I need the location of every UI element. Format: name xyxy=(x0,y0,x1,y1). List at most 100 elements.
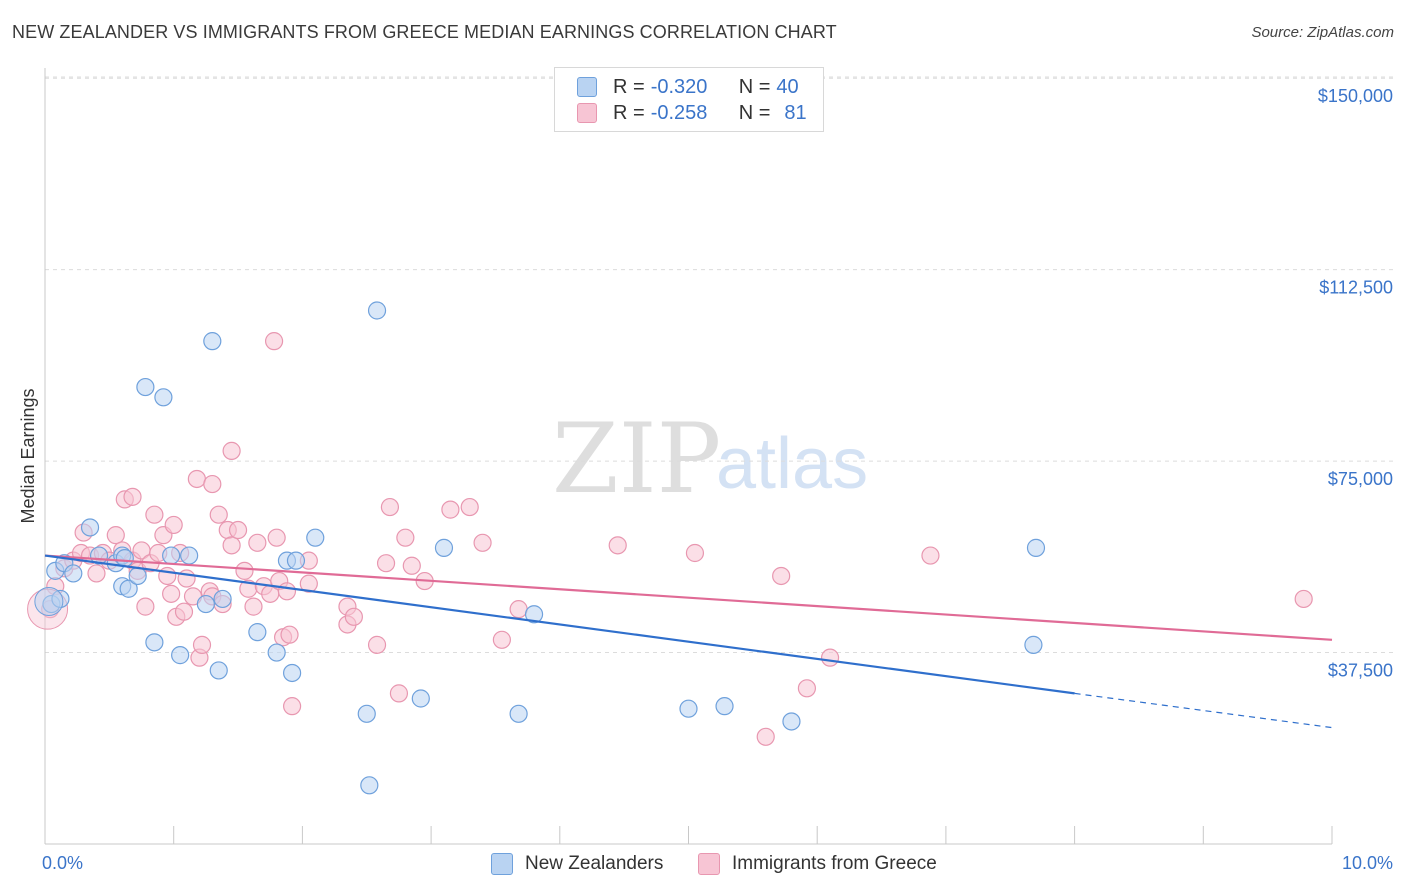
data-point-new-zealanders xyxy=(171,646,190,665)
data-point-greece xyxy=(608,536,627,555)
data-point-greece xyxy=(299,574,318,593)
trendlines xyxy=(44,554,1333,729)
data-point-new-zealanders xyxy=(213,589,232,609)
data-point-greece xyxy=(402,556,421,575)
data-point-greece xyxy=(244,597,263,616)
series-new-zealanders xyxy=(34,301,1046,795)
data-point-new-zealanders xyxy=(509,704,528,723)
data-point-greece xyxy=(685,543,705,563)
data-point-new-zealanders xyxy=(411,689,430,708)
chart-title: NEW ZEALANDER VS IMMIGRANTS FROM GREECE … xyxy=(12,22,837,42)
x-tick-label-min: 0.0% xyxy=(42,853,83,873)
data-point-greece xyxy=(228,520,248,540)
y-tick-labels: $37,500 $75,000 $112,500 $150,000 xyxy=(1318,86,1393,680)
data-point-new-zealanders xyxy=(367,301,387,320)
data-point-greece xyxy=(380,497,400,517)
y-axis-title: Median Earnings xyxy=(18,388,38,523)
data-point-new-zealanders xyxy=(357,704,376,723)
legend-n-label: N = xyxy=(738,75,771,98)
data-point-greece xyxy=(283,697,302,716)
data-point-greece xyxy=(277,582,297,601)
legend-swatch-pink xyxy=(577,103,597,123)
data-point-greece xyxy=(389,684,409,703)
watermark: ZIP atlas xyxy=(552,403,868,515)
legend-row-immigrants-from-greece: R = -0.258 N = 81 xyxy=(577,100,807,126)
trendline-new-zealanders-extension xyxy=(1074,692,1333,729)
data-point-greece xyxy=(164,515,183,535)
bottom-legend-swatch-blue xyxy=(491,853,513,875)
bottom-legend-label: New Zealanders xyxy=(525,853,664,874)
data-point-greece xyxy=(460,497,479,517)
data-point-greece xyxy=(797,679,817,698)
legend-n-label: N = xyxy=(738,101,771,124)
data-point-greece xyxy=(222,536,241,555)
data-point-greece xyxy=(162,584,181,603)
data-point-greece xyxy=(145,505,164,524)
data-point-new-zealanders xyxy=(80,518,100,537)
data-point-greece xyxy=(280,625,299,644)
y-tick-label: $150,000 xyxy=(1318,86,1393,106)
x-ticks xyxy=(173,826,1333,844)
data-point-new-zealanders xyxy=(162,546,181,565)
data-point-new-zealanders xyxy=(154,388,173,407)
legend-swatch-blue xyxy=(577,77,597,97)
data-point-greece xyxy=(509,600,528,619)
watermark-zip: ZIP xyxy=(552,403,721,515)
bottom-legend-swatch-pink xyxy=(698,853,720,875)
data-point-greece xyxy=(123,487,142,506)
bottom-legend-immigrants-from-greece: Immigrants from Greece xyxy=(698,851,937,877)
data-point-greece xyxy=(492,630,511,649)
data-point-greece xyxy=(209,505,228,524)
data-point-greece xyxy=(376,554,396,573)
correlation-legend: R = -0.320 N = 40 R = -0.258 N = 81 xyxy=(554,67,824,132)
legend-n-value: 81 xyxy=(784,101,807,124)
data-point-new-zealanders xyxy=(248,623,267,642)
data-point-new-zealanders xyxy=(715,697,734,716)
data-point-greece xyxy=(267,528,286,547)
data-point-new-zealanders xyxy=(115,549,134,568)
data-point-new-zealanders xyxy=(196,594,215,614)
data-point-greece xyxy=(106,526,125,545)
data-point-new-zealanders xyxy=(679,699,698,718)
data-point-new-zealanders xyxy=(145,633,164,652)
legend-r-value: -0.320 xyxy=(650,75,708,98)
y-tick-label: $112,500 xyxy=(1319,278,1393,298)
data-point-new-zealanders xyxy=(119,579,138,598)
x-tick-label-max: 10.0% xyxy=(1342,853,1393,873)
y-tick-label: $75,000 xyxy=(1328,469,1393,489)
data-point-greece xyxy=(820,648,840,667)
data-point-new-zealanders xyxy=(136,377,155,397)
source-label: Source: ZipAtlas.com xyxy=(1251,24,1394,41)
trendline-new-zealanders xyxy=(44,554,1075,695)
y-tick-label: $37,500 xyxy=(1328,661,1393,681)
data-point-greece xyxy=(756,727,775,746)
data-point-new-zealanders xyxy=(1024,635,1043,654)
data-point-greece xyxy=(136,597,155,616)
data-point-greece xyxy=(367,635,387,654)
data-point-greece xyxy=(203,474,222,494)
data-point-greece xyxy=(921,546,940,565)
series-immigrants-from-greece xyxy=(27,332,1313,746)
data-point-new-zealanders xyxy=(267,643,286,662)
data-point-new-zealanders xyxy=(203,332,222,351)
trendline-greece xyxy=(44,554,1333,641)
data-point-greece xyxy=(187,469,206,489)
watermark-atlas: atlas xyxy=(716,424,868,504)
data-point-greece xyxy=(177,569,196,588)
legend-r-value: -0.258 xyxy=(650,101,708,124)
data-point-new-zealanders xyxy=(306,528,325,547)
data-point-greece xyxy=(174,602,194,621)
data-point-greece xyxy=(264,332,284,351)
data-point-greece xyxy=(248,533,267,552)
data-point-new-zealanders xyxy=(360,776,379,795)
data-point-new-zealanders xyxy=(1026,538,1046,557)
data-point-greece xyxy=(772,566,791,586)
data-point-new-zealanders xyxy=(524,605,544,624)
data-point-greece xyxy=(441,500,460,519)
data-point-greece xyxy=(222,441,241,460)
data-point-new-zealanders xyxy=(128,566,147,586)
data-point-new-zealanders xyxy=(209,661,228,680)
legend-row-new-zealanders: R = -0.320 N = 40 xyxy=(577,74,799,100)
bottom-legend-new-zealanders: New Zealanders xyxy=(491,851,663,877)
